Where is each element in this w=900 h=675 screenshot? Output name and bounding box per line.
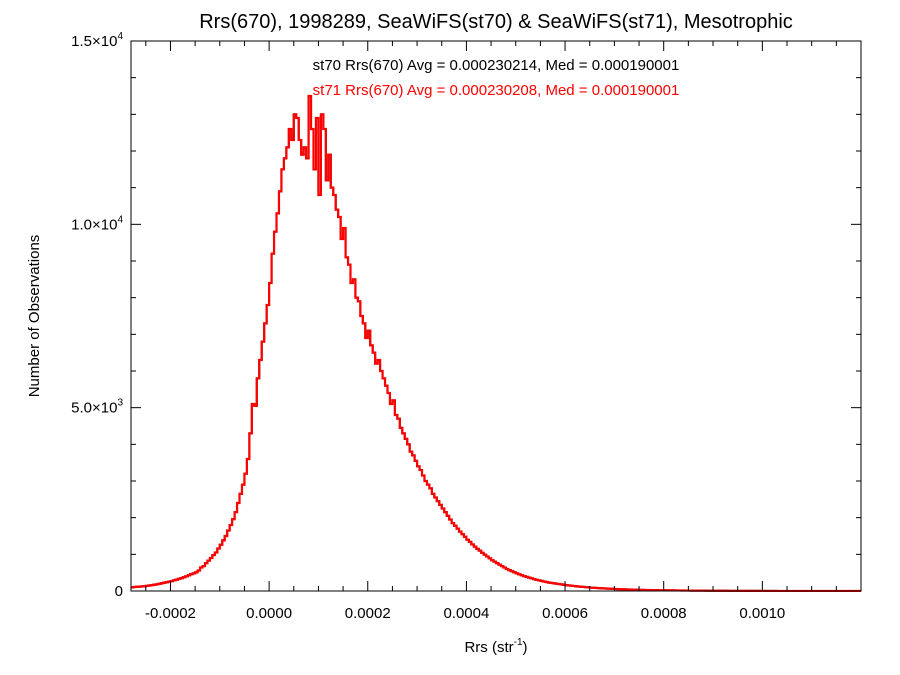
y-tick-label-exp: 4 <box>117 31 123 42</box>
annotation-st71: st71 Rrs(670) Avg = 0.000230208, Med = 0… <box>313 82 680 99</box>
y-tick-label: 1.5×104 <box>71 31 123 50</box>
y-tick-label: 0 <box>115 583 123 600</box>
y-tick-label-main: 5.0×10 <box>71 400 117 417</box>
x-axis-label-main: Rrs (str <box>464 639 513 656</box>
series-layer <box>131 94 861 593</box>
x-tick-label: -0.0002 <box>145 605 196 622</box>
x-tick-label: 0.0008 <box>641 605 687 622</box>
y-axis-label: Number of Observations <box>26 235 43 398</box>
plot-frame <box>130 40 862 592</box>
y-tick-label-exp: 3 <box>117 398 123 409</box>
y-tick-label: 5.0×103 <box>71 398 123 417</box>
y-tick-label: 1.0×104 <box>71 214 123 233</box>
x-tick-label: 0.0010 <box>739 605 785 622</box>
y-tick-label-main: 0 <box>115 583 123 600</box>
x-axis-label-sup: -1 <box>514 637 523 648</box>
x-tick-label: 0.0000 <box>246 605 292 622</box>
x-axis-label: Rrs (str-1) <box>464 637 527 656</box>
tick-layer: -0.0002 0.0000 0.0002 0.0004 0.0006 0.0008 0.0… <box>71 31 862 622</box>
x-tick-label: 0.0002 <box>345 605 391 622</box>
x-tick-label: 0.0006 <box>542 605 588 622</box>
chart-title: Rrs(670), 1998289, SeaWiFS(st70) & SeaWi… <box>199 11 793 33</box>
series-line-st71 <box>131 94 861 593</box>
x-tick-label: 0.0004 <box>443 605 489 622</box>
x-axis-label-close: ) <box>523 639 528 656</box>
y-tick-label-main: 1.0×10 <box>71 216 117 233</box>
y-tick-label-main: 1.5×10 <box>71 33 117 50</box>
y-tick-label-exp: 4 <box>117 214 123 225</box>
annotation-st70: st70 Rrs(670) Avg = 0.000230214, Med = 0… <box>313 57 680 74</box>
